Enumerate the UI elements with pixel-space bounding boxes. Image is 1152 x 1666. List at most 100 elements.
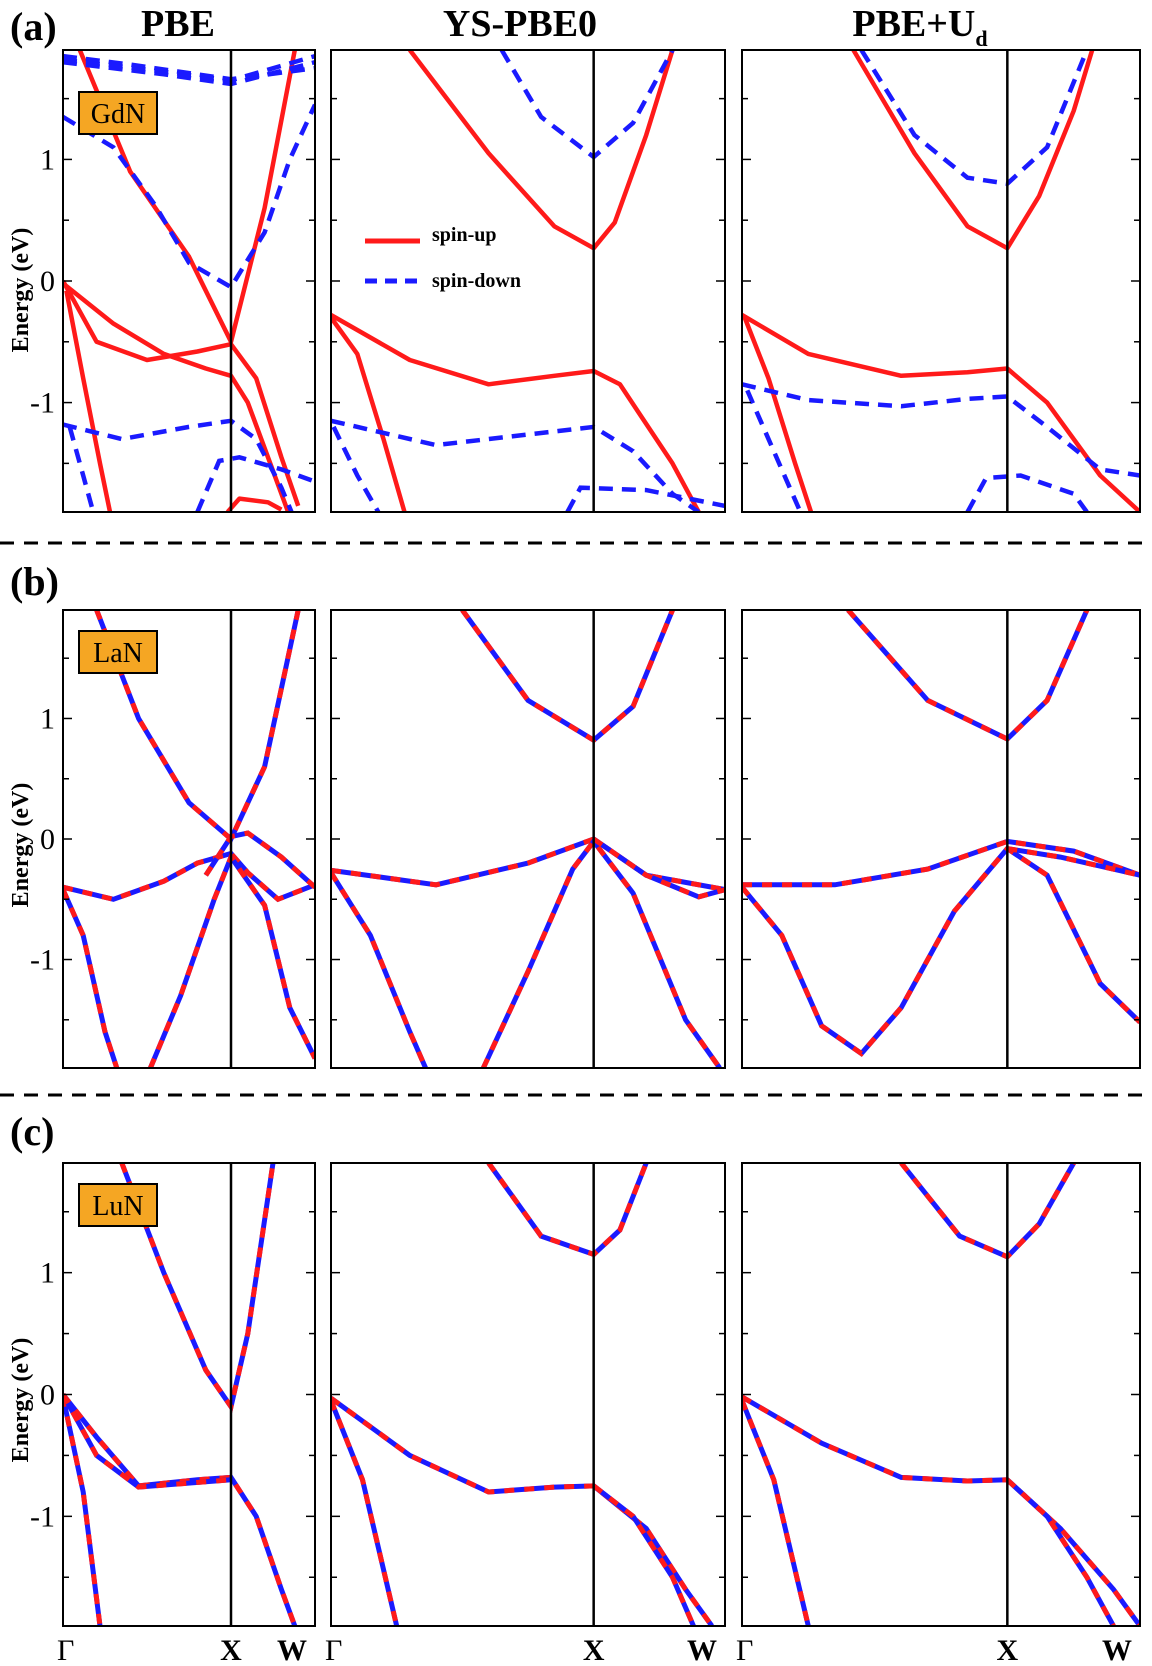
column-title-ys-pbe0: YS-PBE0: [443, 3, 597, 45]
band-degenerate-up: [331, 836, 725, 893]
band-spin-down: [63, 103, 315, 291]
band-degenerate-up: [94, 610, 301, 844]
band-spin-down: [565, 485, 725, 512]
y-axis-label-b: Energy (eV): [8, 783, 34, 908]
band-degenerate-up: [331, 871, 428, 1068]
panel-lun-pbe: 1 0 -1 LuN Γ X W: [30, 1162, 316, 1666]
band-degenerate-down: [148, 851, 315, 1068]
band-spin-up: [851, 50, 1095, 251]
band-degenerate-up: [203, 830, 315, 890]
y-axis-label-c: Energy (eV): [8, 1338, 34, 1463]
band-spin-down: [331, 425, 381, 512]
band-spin-down: [331, 418, 700, 512]
band-spin-up: [331, 316, 407, 512]
band-degenerate-down: [63, 850, 315, 903]
legend-spin-down-label: spin-down: [432, 270, 521, 292]
band-spin-up: [225, 496, 283, 512]
band-degenerate-up: [846, 610, 1090, 743]
band-lines: [742, 610, 1140, 1057]
band-degenerate-down: [592, 1483, 696, 1626]
band-degenerate-down: [486, 1163, 649, 1258]
k-point-label: W: [687, 1634, 717, 1666]
band-degenerate-up: [742, 1399, 811, 1626]
band-degenerate-down: [63, 888, 120, 1068]
band-spin-down: [859, 50, 1089, 187]
band-spin-up: [64, 290, 113, 512]
band-degenerate-down: [460, 610, 675, 744]
band-degenerate-up: [1005, 1477, 1116, 1626]
band-degenerate-up: [148, 851, 315, 1068]
row-label-b: (b): [10, 559, 59, 604]
y-tick-label: 1: [40, 702, 55, 735]
material-badge-label: LaN: [93, 638, 143, 669]
band-spin-up: [77, 50, 298, 345]
band-degenerate-down: [742, 845, 1140, 1057]
panel-frame: [62, 609, 316, 1069]
band-degenerate-up: [331, 1399, 400, 1626]
panel-frame: [741, 49, 1141, 513]
band-spin-down: [195, 454, 315, 512]
k-point-label: X: [996, 1634, 1018, 1666]
panel-gdn-pbe: 1 0 -1 GdN: [30, 49, 316, 513]
k-point-label: Γ: [57, 1634, 74, 1666]
band-lines: [331, 610, 725, 1068]
y-axis-label-a: Energy (eV): [8, 228, 34, 353]
row-label-a: (a): [10, 4, 57, 49]
y-tick-label: 0: [40, 823, 55, 856]
panel-lan-pbe: 1 0 -1 LaN: [30, 609, 316, 1069]
k-point-label: Γ: [736, 1634, 753, 1666]
band-lines: [63, 1163, 298, 1626]
panel-gdn-ys-pbe0: [330, 49, 726, 513]
panel-lan-ys-pbe0: [330, 609, 726, 1069]
row-label-c: (c): [10, 1109, 54, 1154]
panel-frame: [741, 609, 1141, 1069]
band-degenerate-up: [486, 1163, 649, 1258]
band-lines: [742, 1163, 1140, 1626]
y-tick-label: 1: [40, 1257, 55, 1290]
band-lines: [63, 610, 315, 1068]
band-spin-up: [63, 279, 301, 507]
band-spin-down: [63, 59, 315, 87]
column-title-pbe-u-main: PBE+U: [852, 3, 975, 45]
band-degenerate-up: [63, 1393, 232, 1490]
k-point-label: X: [220, 1634, 242, 1666]
band-degenerate-up: [460, 610, 675, 744]
column-title-pbe-u: PBE+Ud: [852, 3, 987, 51]
band-degenerate-up: [899, 1163, 1076, 1260]
panel-gdn-pbe-u-d: [741, 49, 1141, 513]
band-spin-up: [408, 50, 675, 251]
band-spin-down: [742, 382, 1140, 478]
material-badge: [78, 91, 158, 135]
band-degenerate-up: [592, 1483, 696, 1626]
panel-frame: [62, 1162, 316, 1627]
column-title-subscript: d: [975, 26, 987, 51]
band-degenerate-up: [742, 838, 1140, 888]
legend: spin-up spin-down: [365, 224, 521, 292]
legend-spin-up-label: spin-up: [432, 224, 497, 246]
material-badge-label: GdN: [91, 99, 145, 130]
band-degenerate-up: [63, 1392, 298, 1626]
y-tick-label: 1: [40, 143, 55, 176]
band-degenerate-up: [481, 837, 722, 1068]
band-degenerate-up: [63, 850, 315, 903]
panel-frame: [330, 609, 726, 1069]
y-tick-label: -1: [30, 1500, 55, 1533]
y-tick-label: 0: [40, 1379, 55, 1412]
band-degenerate-up: [119, 1163, 276, 1413]
band-spin-up: [63, 281, 291, 512]
y-tick-label: -1: [30, 944, 55, 977]
panel-lan-pbe-u-d: [741, 609, 1141, 1069]
material-badge: [78, 1183, 158, 1227]
band-degenerate-up: [742, 1394, 1140, 1626]
y-tick-label: -1: [30, 387, 55, 420]
y-tick-label: 0: [40, 265, 55, 298]
band-degenerate-up: [1006, 846, 1140, 878]
k-point-label: X: [583, 1634, 605, 1666]
band-spin-up: [331, 313, 701, 512]
band-degenerate-up: [63, 1396, 103, 1626]
band-spin-up: [742, 316, 814, 512]
band-spin-down: [67, 426, 96, 512]
